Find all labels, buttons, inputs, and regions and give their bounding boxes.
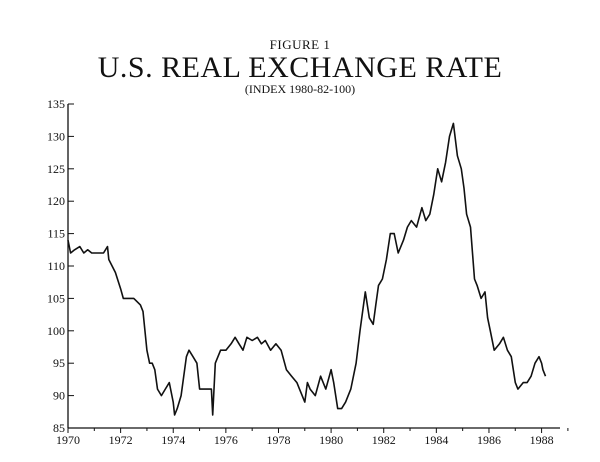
- y-tick-label: 105: [47, 291, 65, 305]
- y-tick-label: 135: [47, 97, 65, 111]
- chart-header: FIGURE 1 U.S. REAL EXCHANGE RATE (INDEX …: [0, 38, 600, 96]
- chart-title: U.S. REAL EXCHANGE RATE: [97, 51, 503, 84]
- y-tick-label: 95: [53, 356, 65, 370]
- x-tick-label: 1972: [109, 433, 133, 447]
- y-tick-label: 100: [47, 324, 65, 338]
- y-tick-label: 130: [47, 129, 65, 143]
- y-tick-label: 85: [53, 421, 65, 435]
- x-tick-label: 1976: [214, 433, 238, 447]
- exchange-rate-line: [67, 122, 547, 416]
- chart-subtitle: (INDEX 1980-82-100): [244, 82, 356, 96]
- y-tick-label: 90: [53, 389, 65, 403]
- x-tick-label: 1982: [372, 433, 396, 447]
- x-tick-label: 1974: [161, 433, 185, 447]
- y-tick-label: 120: [47, 194, 65, 208]
- y-tick-label: 115: [47, 227, 65, 241]
- x-tick-label: 1970: [56, 433, 80, 447]
- x-tick-label: 1984: [424, 433, 448, 447]
- chart-ticks: 85 90 95 100 105 110 115 120 125 130 135 1970 1972 19…: [47, 97, 569, 447]
- x-tick-label: 1986: [477, 433, 501, 447]
- figure-label: FIGURE 1: [269, 37, 331, 52]
- chart-plot-area: [67, 122, 547, 416]
- x-tick-label: 1980: [319, 433, 343, 447]
- y-tick-label: 125: [47, 162, 65, 176]
- chart-axes: [67, 104, 560, 429]
- x-tick-label: 1988: [530, 433, 554, 447]
- x-tick-label: 1978: [266, 433, 290, 447]
- y-tick-label: 110: [47, 259, 65, 273]
